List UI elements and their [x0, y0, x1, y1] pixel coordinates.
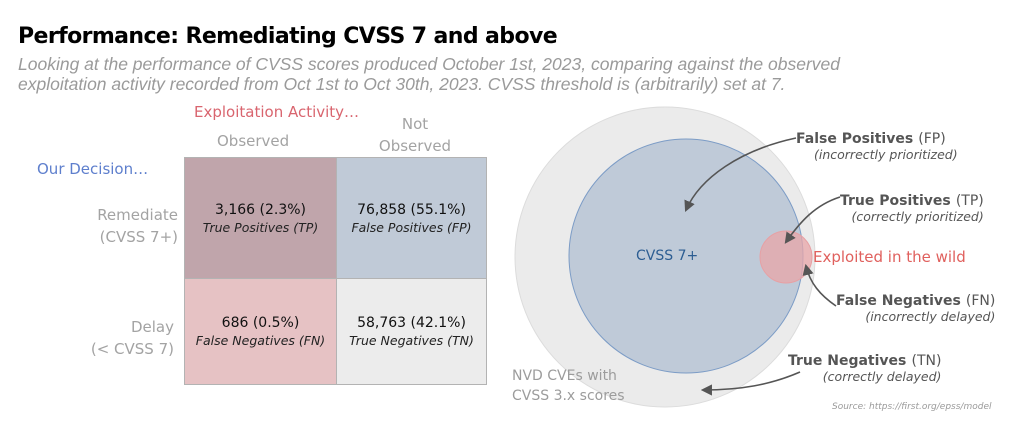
cell-value: 3,166 (2.3%): [214, 201, 307, 218]
annotation-title: False Negatives: [836, 293, 961, 309]
exploited-label: Exploited in the wild: [813, 248, 966, 266]
annotation-false-positives: False Positives (FP) (incorrectly priori…: [796, 128, 958, 162]
annotation-abbr: (FP): [918, 131, 946, 147]
cell-value: 58,763 (42.1%): [357, 315, 466, 331]
cell-value: 686 (0.5%): [221, 315, 300, 331]
cell-label: True Positives (TP): [202, 219, 319, 235]
annotation-note: (correctly delayed): [822, 369, 942, 384]
column-header-not-observed-text: Not Observed: [378, 115, 452, 155]
column-header-not-observed: Not Observed: [374, 113, 456, 157]
annotation-abbr: (FN): [965, 293, 996, 309]
annotation-abbr: (TP): [955, 193, 984, 209]
annotation-true-negatives: True Negatives (TN) (correctly delayed): [788, 350, 941, 384]
row-header-remediate: Remediate (CVSS 7+): [60, 204, 178, 248]
annotation-note: (incorrectly prioritized): [814, 147, 958, 162]
arrow-fp: [684, 137, 797, 213]
cell-value: 76,858 (55.1%): [357, 201, 466, 218]
matrix-cell-true-negatives: 58,763 (42.1%) True Negatives (TN): [336, 278, 487, 385]
annotation-abbr: (TN): [911, 353, 942, 369]
cell-label: False Positives (FP): [351, 219, 472, 235]
matrix-cell-false-positives: 76,858 (55.1%) False Positives (FP): [336, 157, 487, 279]
source-citation: Source: https://first.org/epss/model: [832, 402, 992, 412]
page-title: Performance: Remediating CVSS 7 and abov…: [18, 24, 558, 49]
outer-label-line: NVD CVEs with: [512, 368, 617, 384]
annotation-true-positives: True Positives (TP) (correctly prioritiz…: [840, 190, 984, 224]
matrix-cell-true-positives: 3,166 (2.3%) True Positives (TP): [184, 157, 337, 279]
cell-label: True Negatives (TN): [349, 333, 474, 348]
arrow-tn: [700, 371, 801, 396]
cell-label: False Negatives (FN): [195, 333, 326, 348]
arrow-fn: [802, 263, 837, 307]
row-label: Remediate: [97, 206, 178, 224]
column-header-observed: Observed: [217, 132, 290, 150]
row-group-label: Our Decision…: [37, 160, 149, 178]
row-sublabel: (< CVSS 7): [90, 340, 174, 358]
outer-circle-label: NVD CVEs with CVSS 3.x scores: [512, 366, 625, 406]
row-label: Delay: [130, 318, 174, 336]
outer-label-line: CVSS 3.x scores: [512, 388, 625, 404]
annotation-false-negatives: False Negatives (FN) (incorrectly delaye…: [836, 290, 995, 324]
column-group-label: Exploitation Activity…: [194, 103, 360, 121]
row-header-delay: Delay (< CVSS 7): [60, 316, 174, 360]
annotation-title: True Negatives: [788, 353, 907, 369]
matrix-cell-false-negatives: 686 (0.5%) False Negatives (FN): [184, 278, 337, 385]
arrow-tp: [784, 196, 841, 244]
subtitle-line-1: Looking at the performance of CVSS score…: [18, 54, 841, 74]
inner-circle-label: CVSS 7+: [636, 248, 699, 264]
exploited-circle: [759, 230, 813, 284]
annotation-title: False Positives: [796, 131, 914, 147]
subtitle-line-2: exploitation activity recorded from Oct …: [18, 74, 786, 94]
annotation-note: (correctly prioritized): [851, 209, 984, 224]
annotation-note: (incorrectly delayed): [865, 309, 996, 324]
annotation-title: True Positives: [840, 193, 951, 209]
row-sublabel: (CVSS 7+): [99, 228, 178, 246]
